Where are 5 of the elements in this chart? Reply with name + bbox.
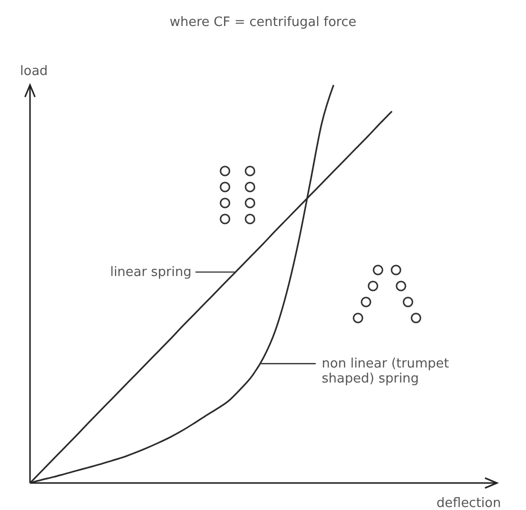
annotation: non linear (trumpet shaped) spring (322, 356, 450, 387)
y-axis-title: load (20, 64, 48, 79)
annotation: linear spring (110, 265, 192, 280)
x-axis-title: deflection (436, 496, 501, 510)
chart-title: where CF = centrifugal force (170, 15, 356, 30)
